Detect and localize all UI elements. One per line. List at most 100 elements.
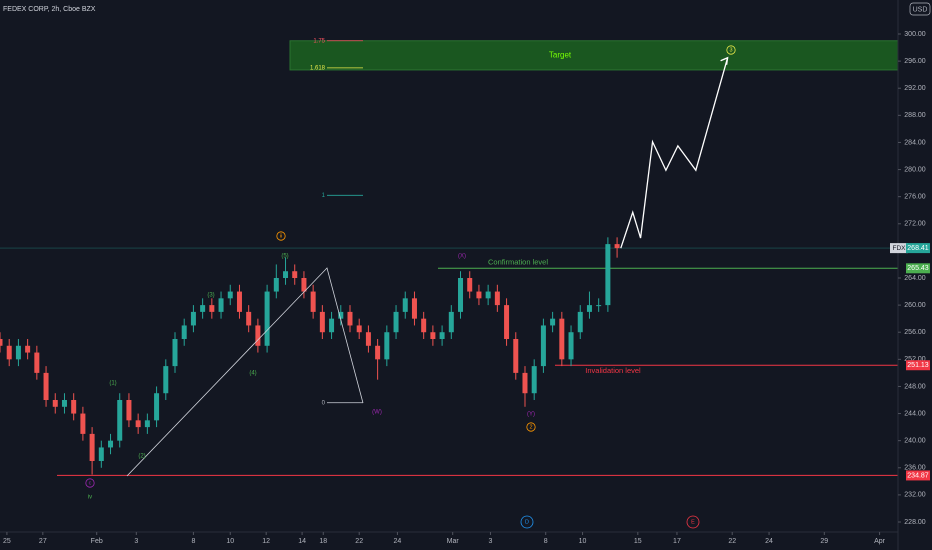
x-tick-label: 15: [634, 538, 642, 545]
x-tick-label: 18: [319, 538, 327, 545]
wave-label: E: [691, 519, 695, 525]
y-tick-label: 260.00: [904, 302, 926, 309]
y-tick-label: 272.00: [904, 221, 926, 228]
wave-circle: [526, 422, 536, 432]
y-tick-label: 240.00: [904, 438, 926, 445]
x-tick-label: 12: [262, 538, 270, 545]
candle-body: [163, 366, 169, 394]
candle-body: [236, 291, 242, 312]
candle-body: [71, 400, 77, 414]
x-tick-label: 8: [544, 538, 548, 545]
x-tick-label: Apr: [874, 538, 886, 545]
currency-box[interactable]: [909, 2, 931, 16]
candle-body: [439, 332, 445, 339]
y-tick-label: 248.00: [904, 383, 926, 390]
candle-body: [181, 325, 187, 339]
candle-body: [292, 271, 298, 278]
x-tick-label: 27: [39, 538, 47, 545]
wave-label: (3): [207, 293, 214, 299]
y-tick-label: 264.00: [904, 275, 926, 282]
level-tag: [906, 360, 930, 371]
x-tick-label: 8: [191, 538, 195, 545]
x-tick-label: 24: [765, 538, 773, 545]
candle-body: [227, 291, 233, 299]
candle-body: [264, 291, 270, 346]
candle-body: [273, 278, 279, 292]
candle-body: [154, 393, 160, 421]
y-tick-label: 276.00: [904, 194, 926, 201]
candle-body: [504, 305, 510, 339]
level-price: 251.13: [907, 362, 929, 369]
x-tick-label: Feb: [91, 538, 103, 545]
candle-body: [246, 311, 252, 326]
x-tick-label: 29: [820, 538, 828, 545]
target-label: Target: [549, 50, 572, 59]
y-tick-label: 284.00: [904, 139, 926, 146]
plot: [0, 40, 899, 476]
candle-body: [522, 372, 528, 394]
candle-body: [531, 366, 537, 394]
candle-body: [550, 318, 556, 326]
y-tick-label: 252.00: [904, 356, 926, 363]
wave-circle: [85, 478, 95, 488]
level-name: Confirmation level: [488, 257, 548, 266]
symbol: FDX: [893, 245, 907, 252]
y-tick-label: 300.00: [904, 31, 926, 38]
candle-body: [476, 291, 482, 299]
fib-label: 1.618: [310, 65, 326, 71]
candle-body: [98, 447, 104, 461]
candle-body: [34, 352, 40, 373]
candle-body: [365, 332, 371, 346]
level-tag: [906, 470, 930, 481]
level-name: Invalidation level: [585, 366, 641, 375]
level-tag: [906, 263, 930, 274]
candle-body: [329, 318, 335, 333]
x-tick-label: 14: [298, 538, 306, 545]
candle-body: [0, 339, 3, 346]
x-tick-label: 24: [394, 538, 402, 545]
wave-circle: [686, 515, 700, 529]
candle-body: [283, 271, 289, 278]
projection-path: [620, 57, 729, 249]
candle-body: [356, 325, 362, 333]
candle-body: [190, 311, 196, 326]
level-price: 265.43: [907, 265, 929, 272]
wave-label: ii: [280, 233, 282, 239]
wave-label: (2): [138, 454, 145, 460]
candle-body: [126, 400, 132, 421]
candle-body: [559, 318, 565, 360]
candle-body: [135, 420, 141, 428]
x-tick-label: 22: [728, 538, 736, 545]
candle-body: [485, 291, 491, 299]
y-tick-label: 280.00: [904, 166, 926, 173]
y-tick-label: 232.00: [904, 492, 926, 499]
candle-body: [218, 298, 224, 312]
currency: USD: [913, 6, 928, 13]
candle-body: [25, 345, 31, 353]
candle-body: [52, 400, 58, 407]
wave-label: c: [89, 480, 92, 486]
candle-body: [61, 400, 67, 407]
candle-body: [209, 305, 215, 312]
x-tick-label: 17: [673, 538, 681, 545]
symbol-tag: [890, 243, 908, 254]
candle-body: [448, 311, 454, 333]
wave-circle: [726, 45, 736, 55]
candle-body: [596, 305, 602, 307]
candle-body: [172, 339, 178, 367]
candle-body: [117, 400, 123, 441]
candle-body: [80, 413, 86, 434]
candle-body: [338, 311, 344, 319]
candle-body: [494, 291, 500, 306]
candle-body: [577, 311, 583, 333]
wave-label: iv: [88, 495, 92, 501]
y-tick-label: 236.00: [904, 465, 926, 472]
fib-label: 0: [322, 400, 326, 406]
candle-body: [614, 244, 620, 249]
candle-body: [467, 278, 473, 292]
candle-body: [15, 345, 21, 360]
y-tick-label: 296.00: [904, 58, 926, 65]
